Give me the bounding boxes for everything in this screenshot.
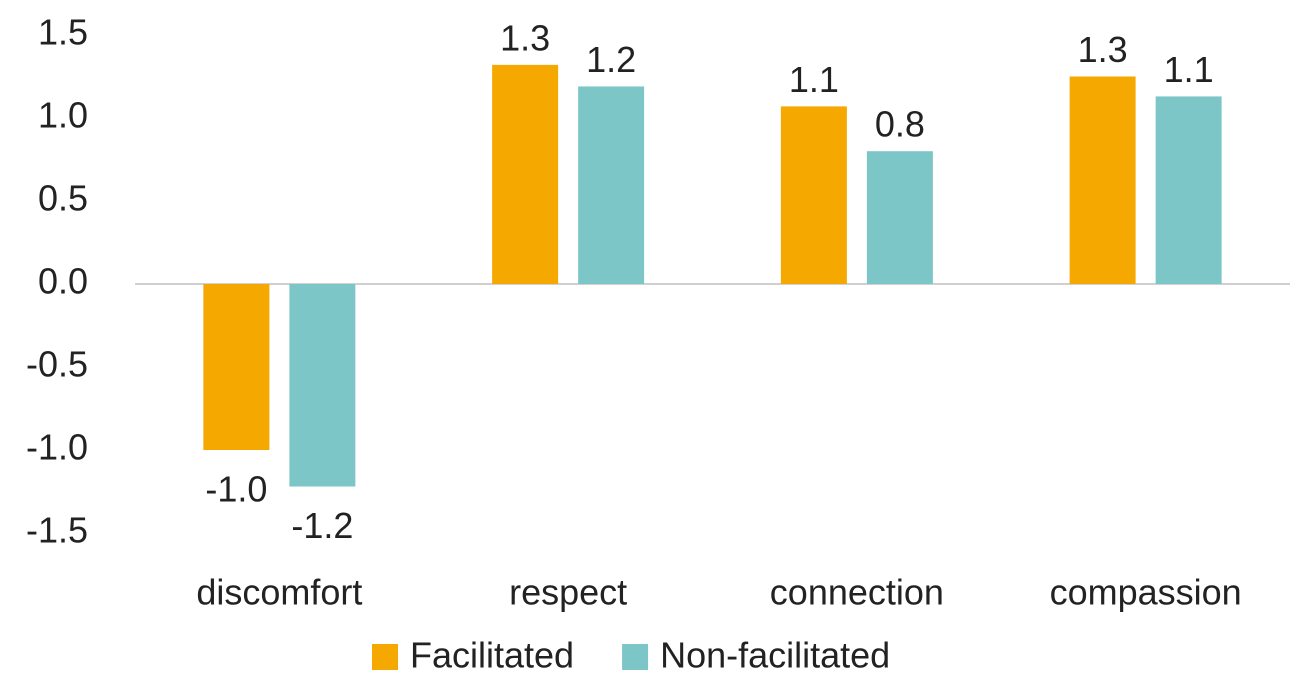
bar (1069, 76, 1136, 284)
x-tick-label: respect (509, 572, 627, 613)
y-tick-label: 1.0 (38, 95, 88, 136)
y-tick-label: -1.5 (26, 510, 88, 551)
data-label: 1.2 (586, 39, 636, 80)
data-label: 1.1 (789, 59, 839, 100)
x-tick-label: connection (770, 572, 944, 613)
bar (1155, 96, 1222, 284)
legend-swatch (622, 644, 649, 670)
x-tick-label: discomfort (196, 572, 362, 613)
y-tick-label: 0.5 (38, 178, 88, 219)
y-tick-label: -0.5 (26, 344, 88, 385)
data-label: 0.8 (875, 104, 925, 145)
y-tick-label: -1.0 (26, 427, 88, 468)
bar (289, 284, 356, 487)
bar (492, 64, 559, 284)
data-label: 1.3 (500, 17, 550, 58)
y-tick-label: 0.0 (38, 261, 88, 302)
data-label: 1.1 (1164, 49, 1214, 90)
bar (578, 86, 645, 285)
data-label: -1.0 (205, 469, 267, 510)
legend-label: Non-facilitated (660, 635, 890, 675)
bar (203, 284, 270, 450)
legend-label: Facilitated (410, 635, 574, 675)
data-label: 1.3 (1078, 29, 1128, 70)
y-tick-label: 1.5 (38, 12, 88, 53)
data-label: -1.2 (291, 505, 353, 546)
x-tick-label: compassion (1050, 572, 1242, 613)
bar (780, 106, 847, 284)
legend-swatch (372, 644, 398, 670)
bar (866, 151, 933, 284)
